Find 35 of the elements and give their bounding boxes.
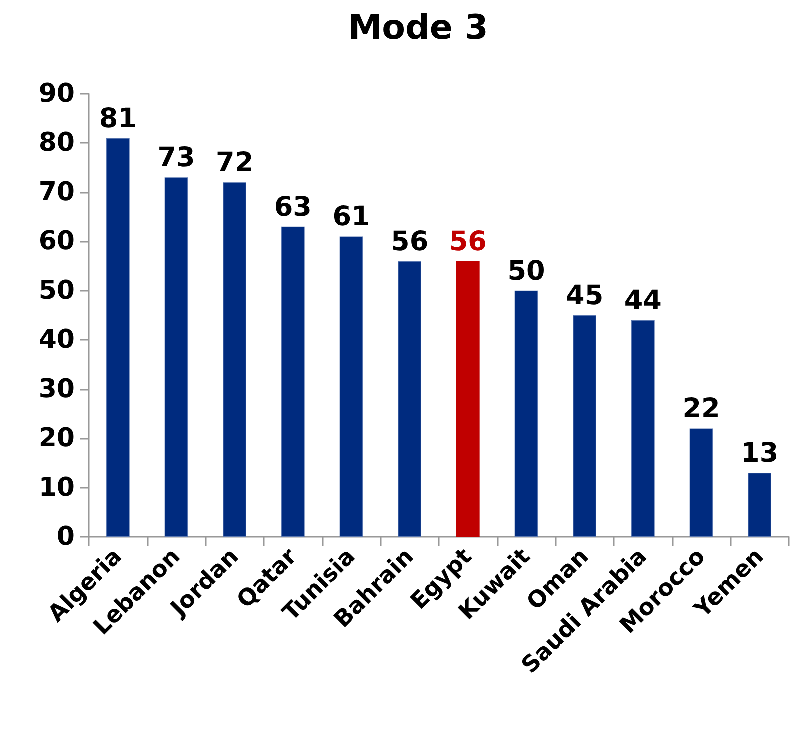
bar bbox=[690, 428, 714, 537]
data-label: 56 bbox=[391, 226, 429, 258]
data-label: 22 bbox=[682, 394, 720, 425]
bar bbox=[748, 473, 772, 537]
bar bbox=[340, 236, 364, 537]
y-tick-label: 20 bbox=[38, 424, 75, 454]
bar bbox=[223, 182, 246, 537]
data-label: 45 bbox=[566, 280, 604, 312]
y-tick-label: 40 bbox=[38, 325, 75, 356]
data-label: 73 bbox=[158, 142, 196, 174]
y-tick-label: 50 bbox=[38, 276, 75, 306]
data-label: 63 bbox=[274, 192, 312, 223]
y-tick-label: 60 bbox=[38, 226, 75, 257]
y-tick-label: 10 bbox=[38, 472, 75, 503]
bar bbox=[514, 290, 538, 537]
y-tick-label: 90 bbox=[38, 79, 75, 109]
bar bbox=[456, 261, 480, 537]
bar bbox=[398, 261, 422, 537]
data-label: 56 bbox=[449, 226, 487, 258]
chart-title: Mode 3 bbox=[348, 8, 488, 48]
y-tick-label: 0 bbox=[56, 522, 75, 552]
data-label: 13 bbox=[741, 438, 779, 470]
data-label: 72 bbox=[216, 148, 254, 179]
bar bbox=[573, 316, 596, 537]
data-label: 61 bbox=[332, 202, 370, 233]
bar bbox=[632, 320, 655, 537]
data-label: 50 bbox=[508, 256, 546, 287]
data-label: 44 bbox=[624, 285, 662, 316]
y-tick-label: 80 bbox=[38, 128, 75, 158]
bar bbox=[106, 138, 130, 537]
y-tick-label: 70 bbox=[38, 177, 75, 208]
bar bbox=[282, 226, 305, 537]
bar bbox=[164, 178, 188, 537]
data-label: 81 bbox=[99, 103, 137, 134]
y-tick-label: 30 bbox=[38, 374, 75, 404]
